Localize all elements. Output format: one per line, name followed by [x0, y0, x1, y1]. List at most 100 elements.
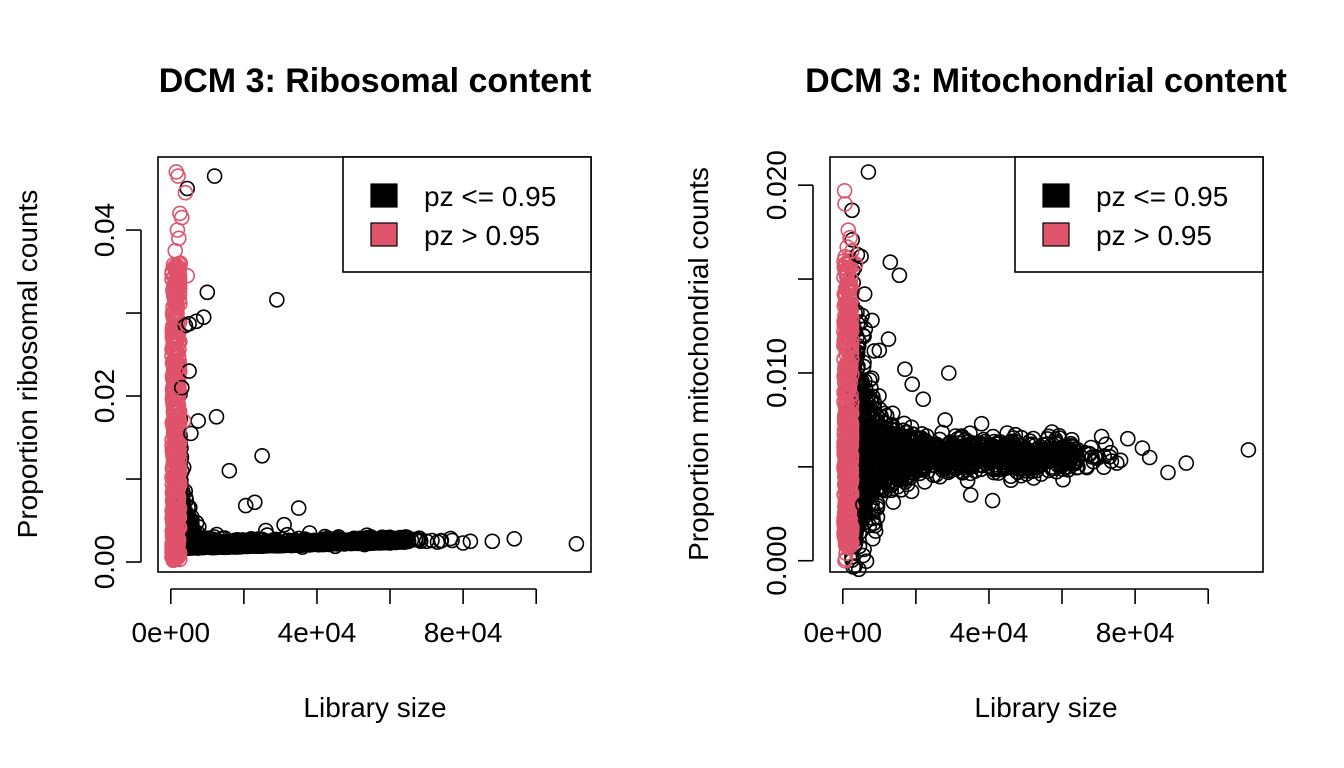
data-point [839, 239, 856, 255]
x-tick-label: 0e+00 [131, 617, 210, 648]
data-point [167, 550, 183, 566]
data-point [165, 552, 182, 569]
y-tick-label: 0.010 [761, 338, 792, 408]
data-point [172, 255, 189, 272]
data-point [836, 183, 853, 199]
data-point [863, 390, 879, 407]
legend-label-black: pz <= 0.95 [424, 181, 556, 212]
data-point [221, 462, 238, 479]
data-point [1054, 440, 1070, 456]
data-point [165, 454, 182, 471]
data-point [506, 530, 523, 547]
data-point [940, 365, 957, 381]
data-point [962, 425, 978, 442]
legend-swatch-black [370, 183, 398, 208]
data-point [174, 379, 190, 396]
data-point [166, 479, 183, 496]
data-point [864, 312, 880, 329]
data-point [289, 535, 306, 552]
data-point [257, 522, 274, 539]
data-point [840, 421, 857, 438]
mitochondrial-panel: DCM 3: Mitochondrial content 0e+00 4e+04 8… [683, 62, 1287, 723]
data-point [168, 462, 185, 479]
data-point [337, 536, 353, 552]
data-point [887, 466, 904, 483]
data-point [856, 286, 873, 302]
data-point [568, 535, 585, 552]
data-point [382, 535, 398, 551]
data-point [837, 280, 854, 297]
x-axis-label: Library size [303, 692, 446, 723]
data-point [290, 500, 307, 516]
legend-box [342, 156, 592, 273]
x-axis-label: Library size [974, 692, 1117, 723]
x-tick-label: 8e+04 [424, 617, 503, 648]
data-point [1090, 449, 1107, 466]
data-point [429, 534, 446, 550]
data-point [168, 504, 185, 521]
data-point [1160, 464, 1176, 481]
data-point [168, 263, 185, 280]
data-point [962, 487, 979, 503]
data-point [179, 267, 195, 284]
legend-swatch-red [370, 222, 398, 247]
data-point [952, 456, 969, 473]
data-point [855, 496, 871, 513]
y-tick-label: 0.00 [89, 535, 120, 590]
y-axis-label: Proportion mitochondrial counts [683, 167, 714, 561]
data-point [914, 426, 930, 442]
data-point [904, 376, 921, 393]
data-point [984, 492, 1001, 509]
data-point [838, 402, 854, 419]
data-point [838, 534, 855, 550]
data-point [167, 446, 183, 462]
data-point [276, 537, 293, 554]
data-point [166, 496, 182, 512]
data-point [237, 497, 254, 514]
data-point [165, 354, 182, 371]
data-point [356, 536, 373, 553]
data-point [856, 505, 873, 522]
data-point [838, 545, 854, 562]
data-point [842, 463, 859, 480]
data-point [177, 317, 194, 334]
data-point [199, 284, 216, 301]
x-tick-label: 4e+04 [950, 617, 1029, 648]
data-point [841, 308, 858, 325]
data-point [1040, 451, 1056, 467]
legend-box [1014, 156, 1264, 273]
data-point [947, 428, 964, 444]
data-point [1098, 436, 1114, 453]
data-point [838, 312, 854, 329]
data-point [840, 222, 857, 238]
data-point [167, 520, 183, 537]
data-point [861, 495, 878, 512]
data-point [839, 451, 856, 468]
data-point [167, 472, 184, 489]
data-point [1109, 455, 1125, 471]
data-point [170, 168, 186, 184]
data-point [462, 533, 479, 550]
data-point [837, 477, 854, 494]
data-point [838, 261, 855, 278]
data-point [231, 537, 248, 554]
data-point [170, 280, 186, 296]
data-point [1003, 468, 1019, 485]
data-point [839, 496, 856, 513]
data-point [895, 434, 911, 450]
data-point [1039, 431, 1056, 447]
data-point [1093, 428, 1110, 445]
data-point [1141, 449, 1158, 466]
data-point [238, 535, 255, 551]
y-tick-label: 0.020 [761, 150, 792, 220]
chart-title: DCM 3: Mitochondrial content [805, 62, 1287, 100]
data-point [1134, 440, 1151, 456]
data-point [190, 413, 206, 429]
legend-label-red: pz > 0.95 [424, 220, 540, 251]
data-point [985, 428, 1001, 445]
data-point [301, 525, 318, 541]
data-point [871, 342, 888, 359]
data-point [455, 535, 471, 551]
data-point [168, 396, 185, 413]
data-point [897, 361, 913, 378]
